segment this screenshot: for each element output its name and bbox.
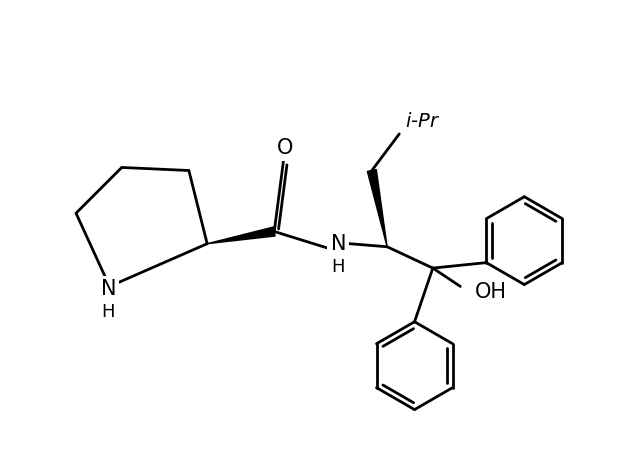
Polygon shape: [367, 169, 387, 247]
Text: H: H: [332, 258, 345, 276]
Text: N: N: [100, 280, 116, 300]
Text: H: H: [332, 258, 345, 276]
Text: H: H: [102, 303, 115, 321]
Text: H: H: [102, 303, 115, 321]
Text: $i$-Pr: $i$-Pr: [405, 112, 440, 131]
Text: O: O: [276, 138, 293, 158]
Text: OH: OH: [475, 282, 507, 302]
Text: N: N: [330, 234, 346, 254]
Text: N: N: [100, 280, 116, 300]
Polygon shape: [207, 227, 275, 244]
Text: O: O: [276, 138, 293, 158]
Text: N: N: [330, 234, 346, 254]
